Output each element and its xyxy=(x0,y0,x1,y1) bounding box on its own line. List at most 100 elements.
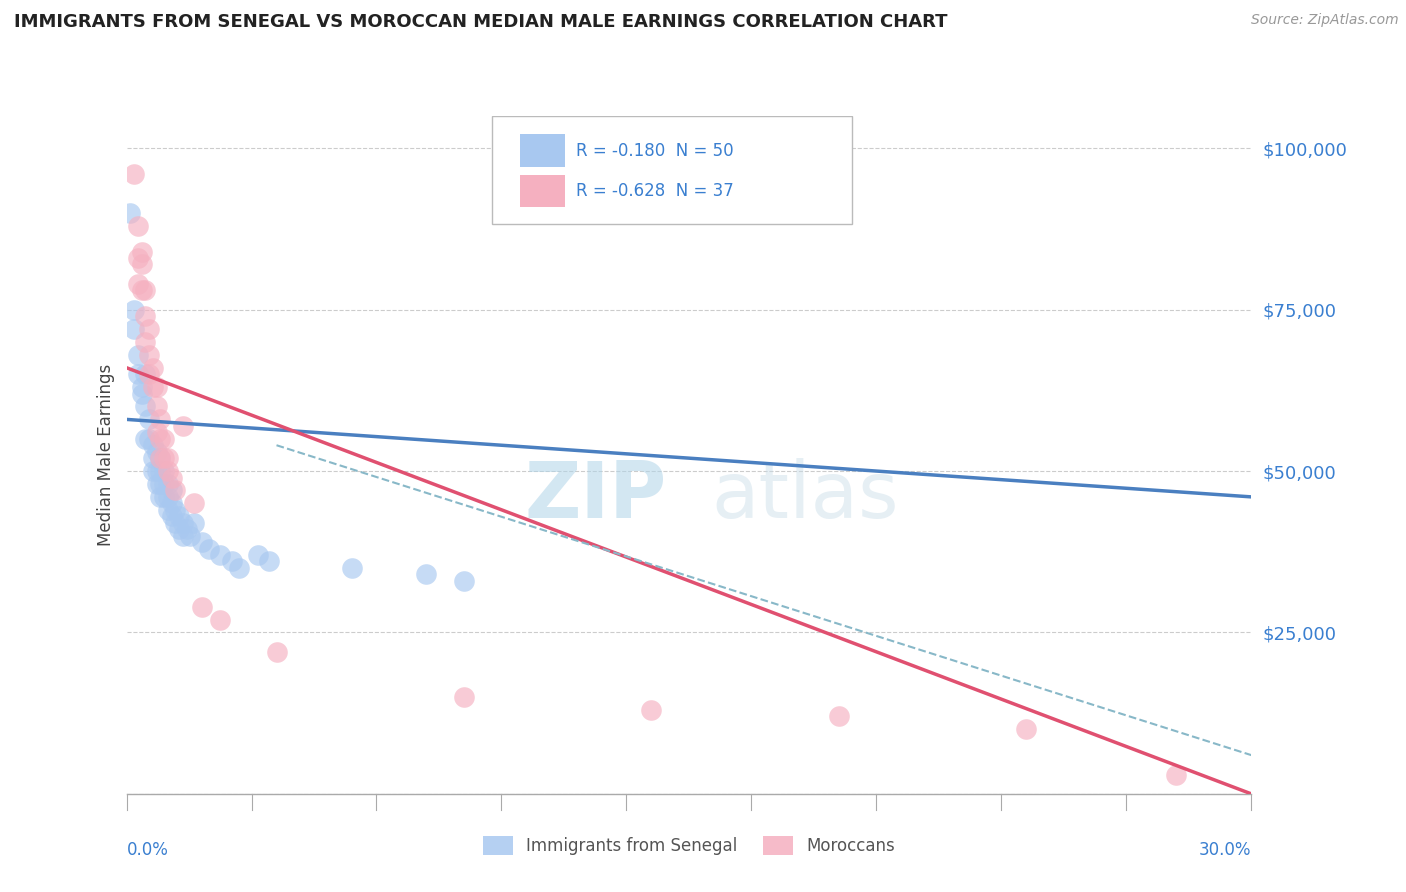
Point xyxy=(453,574,475,588)
Text: ZIP: ZIP xyxy=(524,458,666,533)
Point xyxy=(122,302,145,317)
Point xyxy=(156,451,179,466)
Point xyxy=(266,645,288,659)
Point xyxy=(183,516,205,530)
Point xyxy=(156,503,179,517)
Point xyxy=(160,509,183,524)
Text: 0.0%: 0.0% xyxy=(127,841,169,859)
Point xyxy=(340,561,363,575)
Point xyxy=(120,206,142,220)
Point xyxy=(149,412,172,426)
Point xyxy=(221,554,243,568)
Point xyxy=(153,464,176,478)
Point xyxy=(165,516,187,530)
Point xyxy=(134,400,156,414)
Point xyxy=(160,483,183,498)
Point xyxy=(134,334,156,349)
Text: 30.0%: 30.0% xyxy=(1199,841,1251,859)
Point xyxy=(153,451,176,466)
Point xyxy=(142,360,165,375)
Point xyxy=(149,451,172,466)
Point xyxy=(145,425,167,440)
Point xyxy=(127,219,149,233)
Point xyxy=(145,380,167,394)
Point xyxy=(167,509,190,524)
Point xyxy=(257,554,280,568)
Point xyxy=(149,432,172,446)
Point xyxy=(190,599,212,614)
Text: R = -0.180  N = 50: R = -0.180 N = 50 xyxy=(576,142,734,160)
Point xyxy=(122,322,145,336)
Point xyxy=(167,522,190,536)
Point xyxy=(160,470,183,484)
Point xyxy=(131,386,153,401)
Point xyxy=(145,444,167,458)
Point xyxy=(172,418,194,433)
Point xyxy=(453,690,475,704)
Point xyxy=(153,477,176,491)
Point xyxy=(138,322,160,336)
Point xyxy=(149,490,172,504)
Point xyxy=(127,348,149,362)
Point xyxy=(127,277,149,291)
Point xyxy=(131,244,153,259)
Point xyxy=(160,496,183,510)
Legend: Immigrants from Senegal, Moroccans: Immigrants from Senegal, Moroccans xyxy=(475,828,903,863)
Point xyxy=(156,490,179,504)
Point xyxy=(156,477,179,491)
Point xyxy=(134,283,156,297)
Point xyxy=(134,309,156,323)
Text: Source: ZipAtlas.com: Source: ZipAtlas.com xyxy=(1251,13,1399,28)
Point xyxy=(228,561,250,575)
Point xyxy=(190,535,212,549)
Y-axis label: Median Male Earnings: Median Male Earnings xyxy=(97,364,115,546)
Point xyxy=(131,257,153,271)
Point xyxy=(153,432,176,446)
Point xyxy=(415,567,437,582)
Point xyxy=(138,412,160,426)
Point xyxy=(134,368,156,382)
Point xyxy=(142,438,165,452)
Point xyxy=(138,368,160,382)
Point xyxy=(138,432,160,446)
Point xyxy=(828,709,851,723)
Bar xyxy=(520,135,565,167)
Text: R = -0.628  N = 37: R = -0.628 N = 37 xyxy=(576,182,734,200)
Point xyxy=(172,516,194,530)
Point xyxy=(145,477,167,491)
Point xyxy=(165,503,187,517)
Point xyxy=(149,451,172,466)
Point xyxy=(209,613,232,627)
Point xyxy=(149,464,172,478)
FancyBboxPatch shape xyxy=(492,116,852,225)
Point xyxy=(149,477,172,491)
Point xyxy=(142,451,165,466)
Point xyxy=(156,464,179,478)
Point xyxy=(183,496,205,510)
Point xyxy=(131,283,153,297)
Point xyxy=(1166,767,1188,781)
Point xyxy=(209,548,232,562)
Bar xyxy=(520,175,565,208)
Point xyxy=(246,548,269,562)
Point xyxy=(142,380,165,394)
Point xyxy=(142,464,165,478)
Point xyxy=(122,167,145,181)
Point xyxy=(198,541,221,556)
Point xyxy=(176,522,198,536)
Point xyxy=(127,368,149,382)
Point xyxy=(138,348,160,362)
Text: IMMIGRANTS FROM SENEGAL VS MOROCCAN MEDIAN MALE EARNINGS CORRELATION CHART: IMMIGRANTS FROM SENEGAL VS MOROCCAN MEDI… xyxy=(14,13,948,31)
Point xyxy=(131,380,153,394)
Point xyxy=(145,464,167,478)
Point xyxy=(640,703,662,717)
Point xyxy=(134,432,156,446)
Point xyxy=(145,400,167,414)
Point xyxy=(153,490,176,504)
Point xyxy=(127,251,149,265)
Point xyxy=(165,483,187,498)
Point xyxy=(1015,723,1038,737)
Point xyxy=(172,528,194,542)
Text: atlas: atlas xyxy=(711,458,898,533)
Point xyxy=(179,528,201,542)
